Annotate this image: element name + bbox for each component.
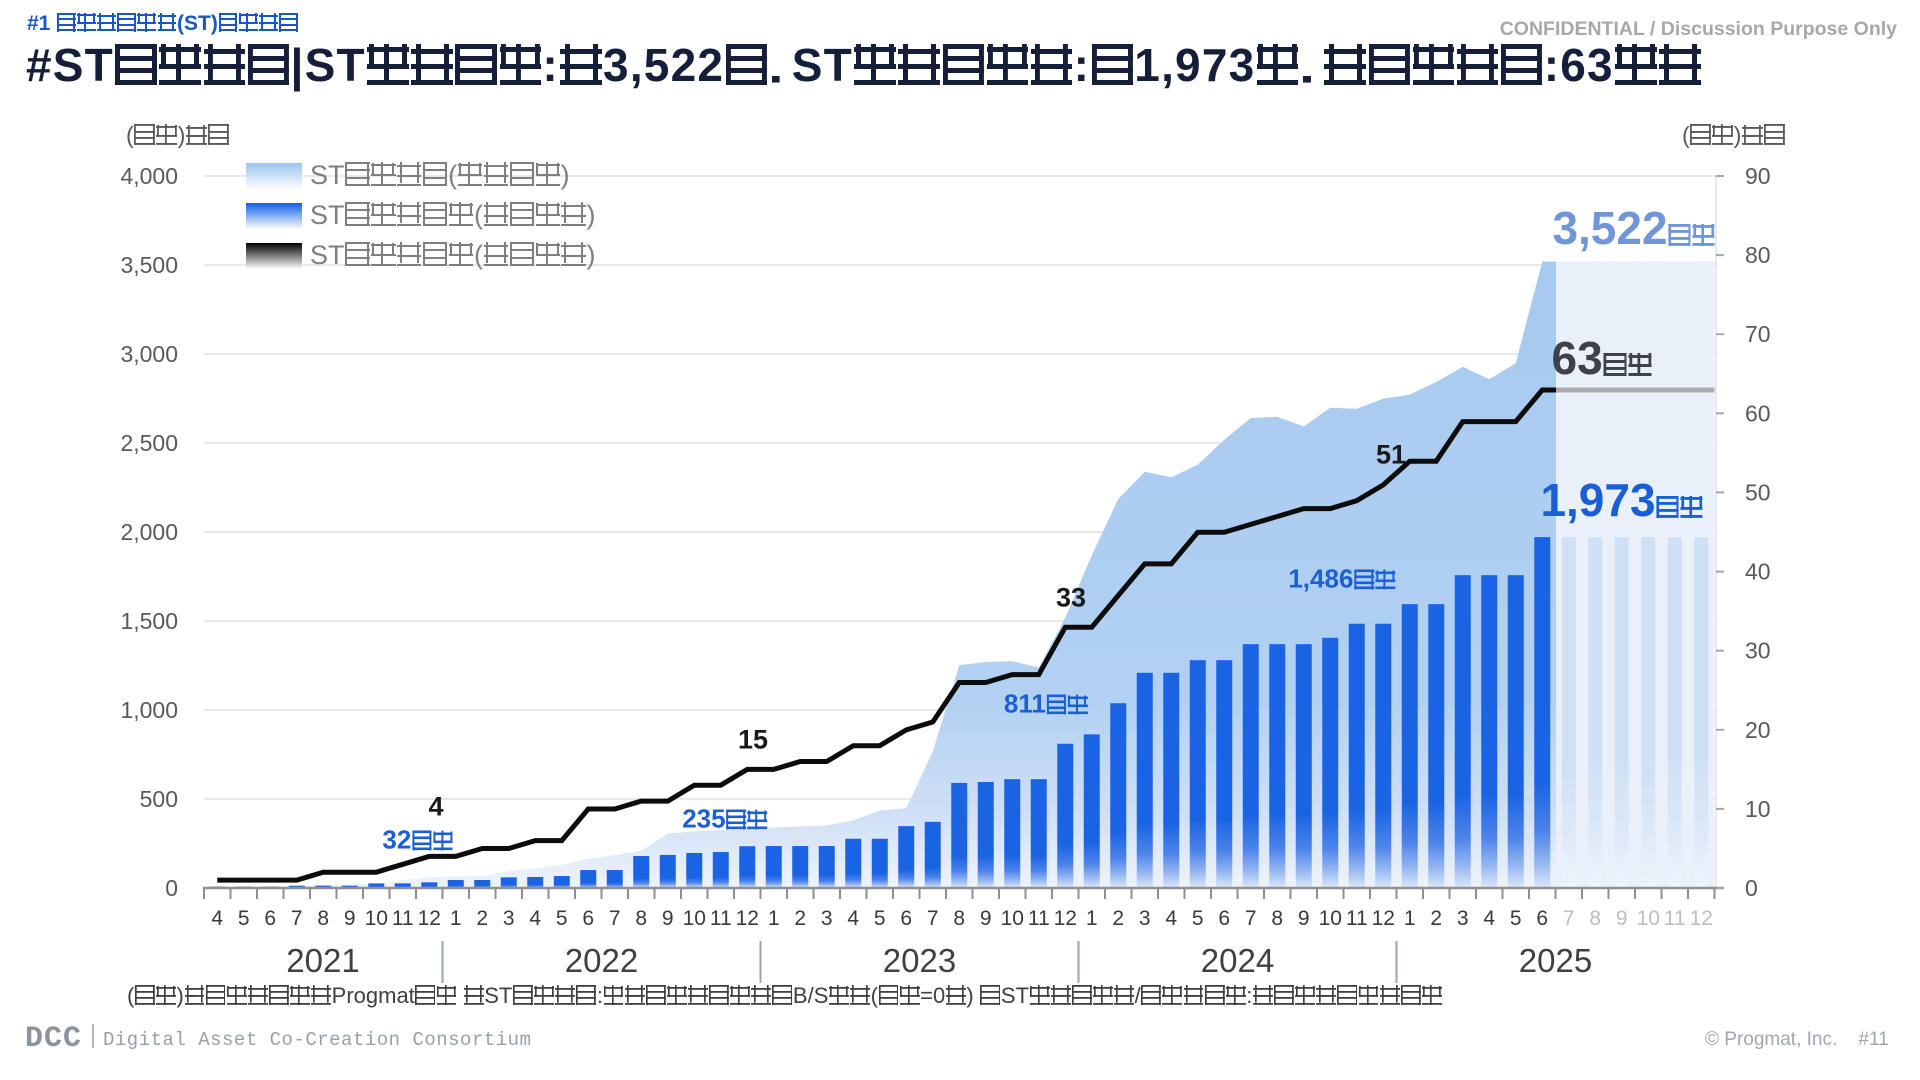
svg-text:2024: 2024 (1201, 942, 1274, 979)
svg-text:12: 12 (1372, 907, 1395, 930)
svg-text:12: 12 (1690, 907, 1713, 930)
svg-text:80: 80 (1745, 242, 1771, 268)
svg-text:90: 90 (1745, 163, 1771, 189)
svg-text:4: 4 (529, 907, 541, 930)
svg-text:10: 10 (683, 907, 706, 930)
svg-text:7: 7 (927, 907, 939, 930)
svg-text:10: 10 (1001, 907, 1024, 930)
svg-text:3: 3 (1457, 907, 1469, 930)
svg-text:20: 20 (1745, 717, 1771, 743)
svg-text:2: 2 (1430, 907, 1442, 930)
svg-text:8: 8 (1271, 907, 1283, 930)
svg-text:1: 1 (1086, 907, 1098, 930)
svg-text:2,500: 2,500 (120, 430, 178, 456)
svg-text:7: 7 (1245, 907, 1257, 930)
svg-text:12: 12 (1054, 907, 1077, 930)
svg-text:10: 10 (365, 907, 388, 930)
svg-text:2023: 2023 (883, 942, 956, 979)
svg-text:2,000: 2,000 (120, 519, 178, 545)
svg-text:1: 1 (768, 907, 780, 930)
svg-text:8: 8 (635, 907, 647, 930)
svg-text:6: 6 (582, 907, 594, 930)
svg-text:500: 500 (140, 786, 178, 812)
svg-text:4: 4 (847, 907, 859, 930)
svg-text:2: 2 (476, 907, 488, 930)
svg-text:40: 40 (1745, 559, 1771, 585)
svg-text:9: 9 (980, 907, 992, 930)
svg-text:8: 8 (317, 907, 329, 930)
svg-text:4,000: 4,000 (120, 163, 178, 189)
svg-text:3: 3 (1139, 907, 1151, 930)
svg-text:9: 9 (344, 907, 356, 930)
svg-text:5: 5 (1192, 907, 1204, 930)
svg-text:2022: 2022 (565, 942, 638, 979)
svg-text:7: 7 (291, 907, 303, 930)
svg-text:4: 4 (211, 907, 223, 930)
svg-text:5: 5 (556, 907, 568, 930)
svg-text:8: 8 (953, 907, 965, 930)
svg-text:11: 11 (1664, 907, 1686, 930)
svg-text:6: 6 (1536, 907, 1548, 930)
svg-text:9: 9 (1616, 907, 1628, 930)
svg-text:3: 3 (503, 907, 515, 930)
svg-text:8: 8 (1589, 907, 1601, 930)
svg-text:0: 0 (1745, 875, 1758, 901)
svg-text:6: 6 (1218, 907, 1230, 930)
svg-text:10: 10 (1745, 796, 1771, 822)
svg-text:11: 11 (1346, 907, 1368, 930)
svg-text:60: 60 (1745, 400, 1771, 426)
svg-text:4: 4 (1483, 907, 1495, 930)
svg-text:9: 9 (1298, 907, 1310, 930)
svg-text:1,500: 1,500 (120, 608, 178, 634)
svg-text:30: 30 (1745, 638, 1771, 664)
svg-text:50: 50 (1745, 479, 1771, 505)
svg-text:10: 10 (1319, 907, 1342, 930)
svg-text:2021: 2021 (286, 942, 359, 979)
svg-text:2: 2 (794, 907, 806, 930)
svg-text:4: 4 (1165, 907, 1177, 930)
svg-text:70: 70 (1745, 321, 1771, 347)
svg-text:5: 5 (1510, 907, 1522, 930)
svg-text:6: 6 (264, 907, 276, 930)
svg-text:7: 7 (1563, 907, 1575, 930)
svg-text:5: 5 (238, 907, 250, 930)
svg-text:1: 1 (1404, 907, 1416, 930)
svg-text:3,500: 3,500 (120, 252, 178, 278)
svg-text:3,000: 3,000 (120, 341, 178, 367)
svg-text:3: 3 (821, 907, 833, 930)
svg-text:12: 12 (418, 907, 441, 930)
svg-text:7: 7 (609, 907, 621, 930)
svg-text:12: 12 (736, 907, 759, 930)
svg-text:2025: 2025 (1519, 942, 1592, 979)
svg-text:5: 5 (874, 907, 886, 930)
svg-text:0: 0 (165, 875, 178, 901)
svg-text:1: 1 (450, 907, 462, 930)
svg-text:11: 11 (710, 907, 732, 930)
svg-text:11: 11 (392, 907, 414, 930)
svg-text:11: 11 (1028, 907, 1050, 930)
svg-text:10: 10 (1637, 907, 1660, 930)
svg-text:6: 6 (900, 907, 912, 930)
svg-text:9: 9 (662, 907, 674, 930)
svg-text:2: 2 (1112, 907, 1124, 930)
svg-text:1,000: 1,000 (120, 697, 178, 723)
